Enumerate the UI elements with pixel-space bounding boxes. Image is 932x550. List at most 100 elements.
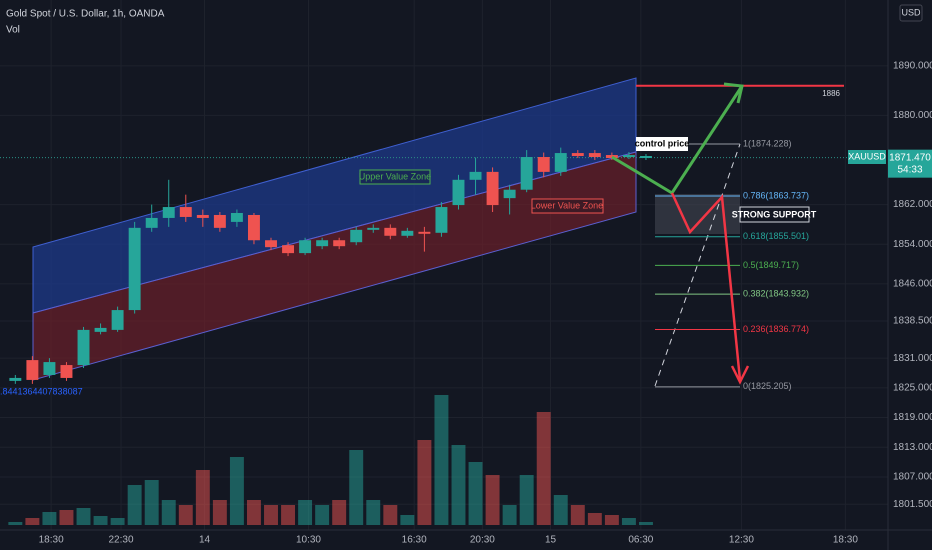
volume-bar: [570, 505, 585, 525]
fib-diagonal: [654, 143, 741, 387]
lower-zone-label: Lower Value Zone: [531, 200, 603, 210]
candle-body: [26, 360, 39, 380]
y-tick-label: 1862.000: [893, 199, 932, 210]
y-tick-label: 1819.000: [893, 412, 932, 423]
control-label: control price: [635, 138, 690, 148]
volume-bar: [621, 518, 636, 525]
fib-label: 0.5(1849.717): [743, 260, 799, 270]
target-label: 1886: [822, 89, 840, 98]
volume-bar: [315, 505, 330, 525]
volume-bar: [553, 495, 568, 525]
volume-bar: [144, 480, 159, 525]
support-label: STRONG SUPPORT: [732, 209, 817, 219]
candle-body: [316, 240, 329, 247]
candle-body: [384, 227, 397, 236]
volume-bar: [127, 485, 142, 525]
candle-body: [145, 217, 158, 228]
volume-bar: [264, 505, 278, 525]
fib-label: 0.786(1863.737): [743, 190, 809, 200]
volume-bar: [468, 462, 483, 525]
last-price-box: [888, 149, 932, 178]
volume-bar: [519, 475, 534, 525]
candle-body: [299, 240, 312, 254]
volume-bar: [604, 515, 619, 525]
support-box: [739, 206, 810, 223]
candle-body: [571, 153, 584, 157]
candle-body: [435, 207, 448, 233]
y-tick-label: 1880.000: [893, 110, 932, 121]
y-tick-label: 1825.000: [893, 382, 932, 393]
candle-body: [622, 155, 635, 158]
candle-body: [605, 155, 618, 159]
control-box: [636, 137, 688, 151]
x-tick-label: 06:30: [628, 535, 653, 546]
volume-bar: [178, 505, 193, 525]
x-tick-label: 15: [545, 535, 557, 546]
candle-body: [350, 229, 363, 243]
symbol: XAUUSD: [848, 151, 886, 161]
candle-body: [333, 240, 346, 247]
candle-body: [265, 240, 277, 248]
fib-zone: [655, 194, 740, 234]
fib-label: 1(1874.228): [743, 138, 792, 148]
x-tick-label: 20:30: [470, 535, 495, 546]
volume-bar: [25, 518, 40, 525]
volume-bar: [587, 513, 602, 525]
volume-bar: [434, 395, 449, 525]
y-tick-label: 1813.000: [893, 442, 932, 453]
volume-bar: [195, 470, 210, 525]
volume-bar: [451, 445, 466, 525]
candle-body: [9, 377, 22, 381]
currency-button[interactable]: [899, 4, 923, 22]
candle-body: [213, 214, 226, 228]
candle-body: [503, 189, 516, 199]
y-tick-label: 1807.000: [893, 472, 932, 483]
candle-body: [43, 362, 56, 375]
x-tick-label: 10:30: [296, 535, 321, 546]
candle-body: [588, 153, 601, 158]
candle-body: [554, 153, 567, 172]
volume-bar: [59, 510, 74, 525]
volume-bar: [110, 518, 125, 525]
candle-body: [418, 231, 431, 234]
last-price: 1871.470: [889, 152, 931, 163]
volume-bar: [8, 522, 23, 525]
up-arrowhead: [723, 82, 744, 104]
down-arrowhead: [730, 365, 750, 385]
volume-bar: [229, 457, 244, 525]
candle-body: [367, 227, 380, 230]
candle-body: [230, 212, 243, 222]
y-tick-label: 1838.500: [893, 316, 932, 327]
volume-bar: [349, 450, 364, 525]
x-tick-label: 14: [199, 535, 211, 546]
y-tick-label: 1854.000: [893, 239, 932, 250]
upper-zone-box: [359, 169, 431, 185]
volume-bar: [42, 512, 57, 525]
volume-bar: [366, 500, 381, 525]
y-tick-label: 1831.000: [893, 353, 932, 364]
x-tick-label: 22:30: [108, 535, 133, 546]
lower-zone: [32, 151, 637, 381]
volume-bar: [76, 508, 91, 525]
x-tick-label: 18:30: [39, 535, 64, 546]
y-tick-label: 1890.000: [893, 61, 932, 72]
upper-zone-label: Upper Value Zone: [359, 171, 431, 181]
volume-bar: [212, 500, 227, 525]
fib-label: 0.618(1855.501): [743, 231, 809, 241]
volume-bar: [93, 516, 108, 525]
volume-bar: [383, 505, 398, 525]
candle-body: [401, 230, 414, 236]
volume-bar: [485, 475, 500, 525]
candle-body: [282, 245, 295, 254]
candle-body: [111, 310, 124, 330]
candle-body: [77, 329, 90, 366]
currency[interactable]: USD: [901, 7, 921, 17]
fib-label: 0.236(1836.774): [743, 324, 809, 334]
candle-body: [469, 171, 482, 180]
volume-bar: [400, 515, 415, 525]
candle-body: [128, 227, 141, 311]
x-tick-label: 18:30: [833, 535, 858, 546]
y-tick-label: 1846.000: [893, 278, 932, 289]
y-tick-label: 1801.500: [893, 499, 932, 510]
